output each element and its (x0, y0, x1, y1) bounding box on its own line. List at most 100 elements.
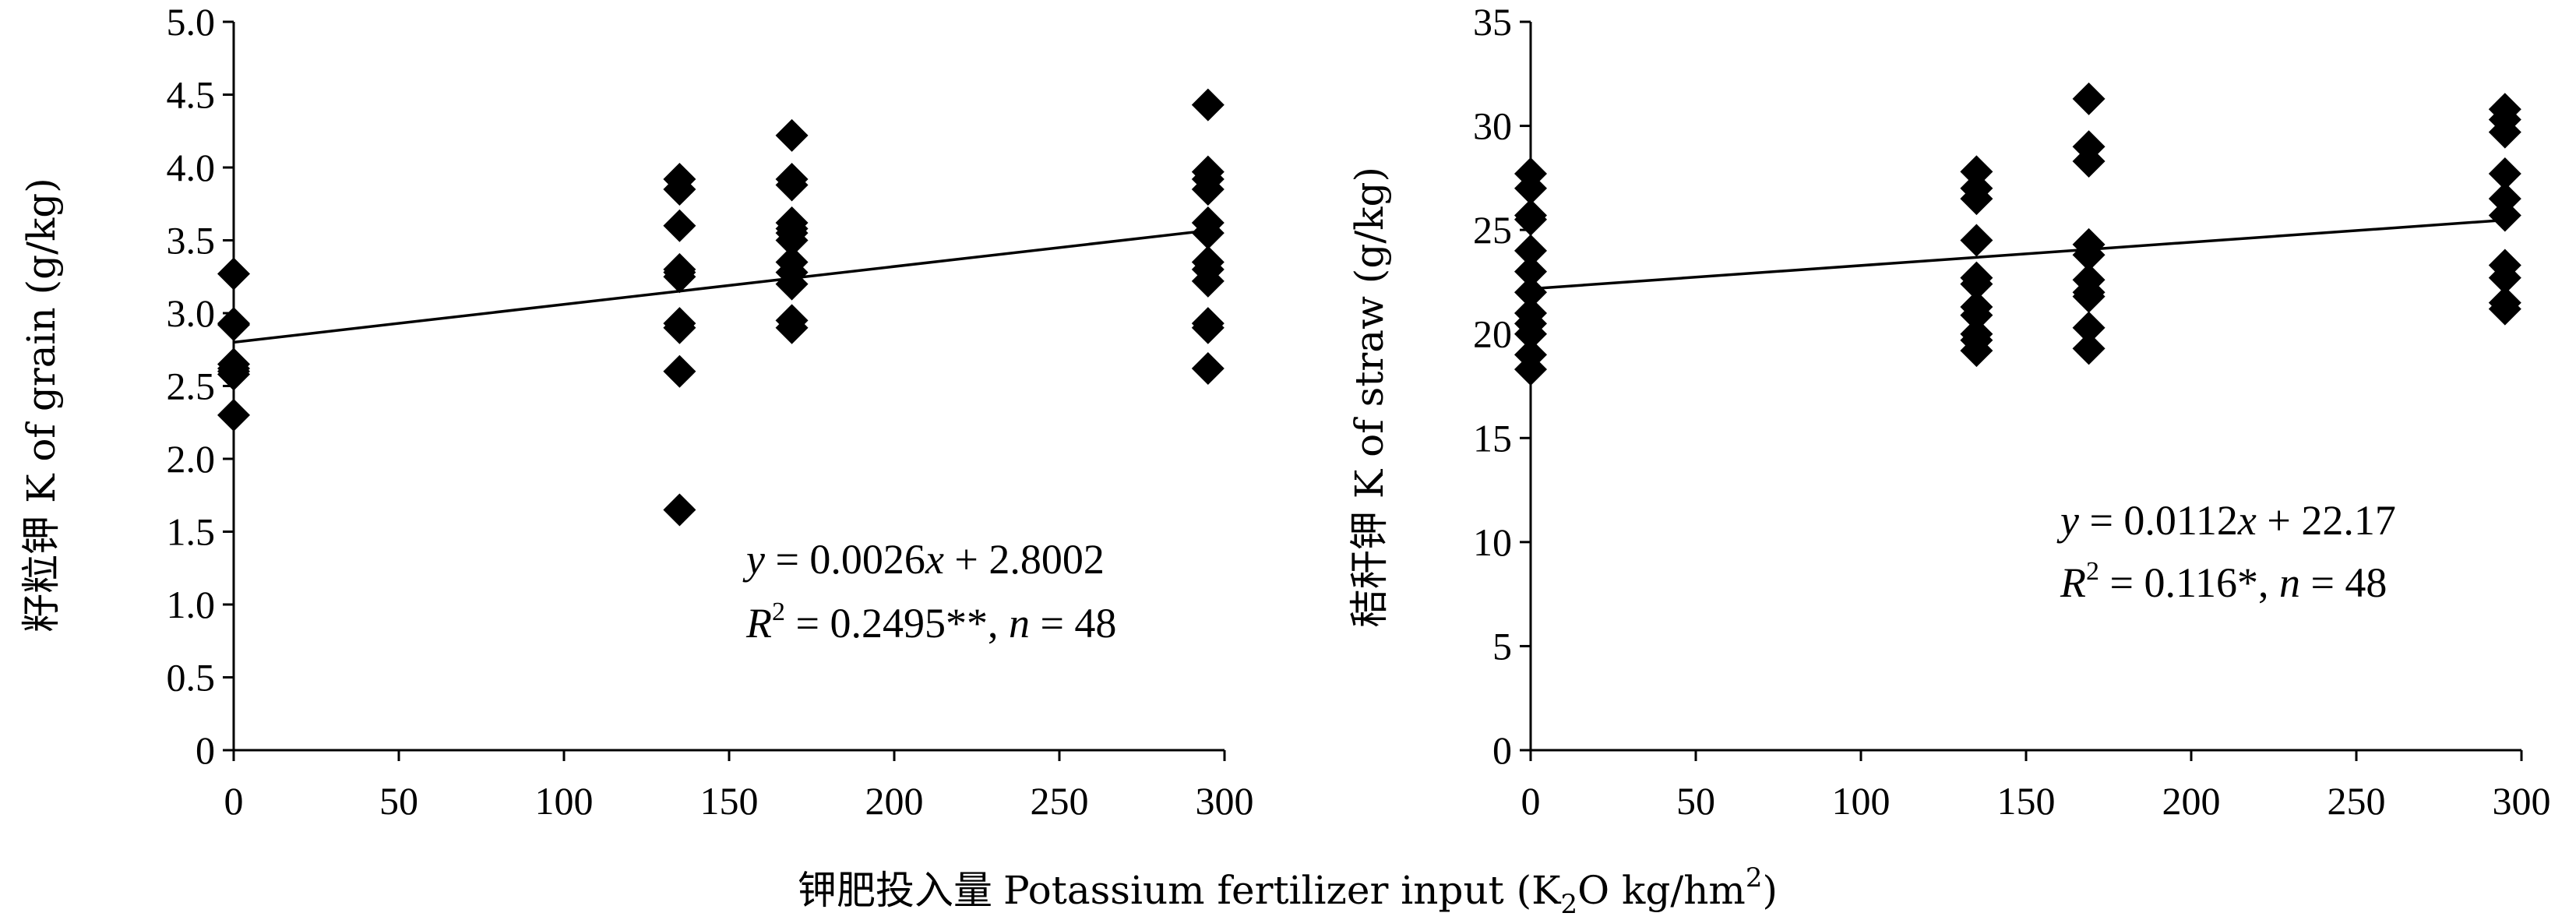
grain-trendline (233, 229, 1208, 344)
straw-data-point (2488, 292, 2521, 326)
straw-x-tick-label: 0 (1521, 779, 1541, 823)
straw-stats-r: R (2060, 559, 2086, 606)
straw-x-tick-label: 100 (1832, 779, 1891, 823)
grain-data-point (775, 212, 809, 245)
grain-stats-r: R (745, 600, 772, 647)
grain-stats-value: = 0.2495**, (785, 600, 1009, 647)
straw-eq-slope: = 0.0112 (2079, 497, 2238, 544)
grain-x-tick-label: 250 (1031, 779, 1089, 823)
straw-data-point (2072, 311, 2106, 344)
grain-data-point (663, 209, 696, 242)
grain-data-point (217, 308, 250, 341)
grain-data-point (663, 256, 696, 289)
straw-stats: R2 = 0.116*, n = 48 (2060, 557, 2387, 606)
grain-y-tick-label: 3.5 (167, 219, 216, 263)
straw-data-point (1960, 155, 1993, 189)
straw-data-point (2072, 144, 2106, 178)
straw-data-point (1960, 298, 1993, 332)
grain-trendline-group (233, 229, 1208, 344)
straw-y-tick-label: 5 (1492, 624, 1512, 668)
grain-x-tick-label: 150 (700, 779, 759, 823)
straw-data-point (1960, 182, 1993, 216)
straw-data-point (1514, 171, 1547, 205)
x-title-mid: O kg/hm (1577, 868, 1746, 913)
grain-stats: R2 = 0.2495**, n = 48 (745, 597, 1116, 647)
straw-data-point (2072, 280, 2106, 313)
grain-data-point (217, 352, 250, 386)
grain-x-tick-label: 0 (224, 779, 244, 823)
straw-data-point (2488, 157, 2521, 191)
straw-y-tick-label: 30 (1473, 104, 1512, 148)
grain-data-point (663, 173, 696, 206)
grain-y-tick-label: 1.0 (167, 583, 216, 626)
straw-x-tick-label: 50 (1676, 779, 1715, 823)
straw-y-tick-label: 35 (1473, 0, 1512, 44)
straw-trendline-group (1530, 218, 2505, 291)
shared-x-axis-title: 钾肥投入量 Potassium fertilizer input (K2O kg/… (798, 862, 1778, 920)
grain-stats-sup: 2 (772, 597, 785, 626)
straw-y-tick-label: 25 (1473, 208, 1512, 252)
grain-y-tick-label: 0.5 (167, 656, 216, 700)
straw-y-tick-label: 20 (1473, 312, 1512, 356)
straw-data-point (2488, 261, 2521, 294)
grain-data-point (1191, 217, 1225, 250)
straw-data-point (1514, 255, 1547, 288)
grain-data-point (217, 398, 250, 432)
grain-eq-x: x (925, 536, 944, 583)
straw-data-point (1514, 317, 1547, 351)
x-title-sup: 2 (1746, 862, 1763, 894)
straw-y-tick-label: 0 (1492, 728, 1512, 772)
straw-data-point (2488, 115, 2521, 149)
straw-y-axis-title: 秸秆钾 K of straw (g/kg) (1347, 167, 1392, 628)
grain-y-tick-label: 3.0 (167, 291, 216, 335)
grain-y-tick-label: 4.0 (167, 146, 216, 189)
straw-data-point (2072, 238, 2106, 272)
grain-y-tick-label: 0 (196, 728, 215, 772)
grain-x-tick-label: 300 (1196, 779, 1254, 823)
straw-x-tick-label: 150 (1997, 779, 2056, 823)
grain-stats-count: = 48 (1030, 600, 1116, 647)
grain-data-point (1191, 264, 1225, 298)
grain-eq-slope: = 0.0026 (765, 536, 925, 583)
straw-stats-sup: 2 (2086, 557, 2099, 586)
straw-data-point (1514, 234, 1547, 267)
grain-eq-intercept: + 2.8002 (944, 536, 1105, 583)
grain-potassium-chart: 0 0.5 1.0 1.5 2.0 2.5 3.0 3.5 4.0 4.5 5.0 0 50 100 150… (19, 0, 1254, 823)
straw-data-point (2072, 82, 2106, 115)
grain-x-tick-label: 50 (379, 779, 418, 823)
x-title-en: Potassium fertilizer input (K (1003, 868, 1562, 913)
straw-points (1514, 82, 2521, 386)
grain-data-point (1191, 88, 1225, 122)
grain-data-point (1191, 352, 1225, 386)
x-title-sub: 2 (1561, 889, 1578, 920)
straw-data-point (1960, 334, 1993, 368)
grain-y-tick-label: 2.0 (167, 437, 216, 481)
grain-y-tick-label: 5.0 (167, 0, 216, 44)
straw-eq-x: x (2237, 497, 2257, 544)
grain-ticks: 0 0.5 1.0 1.5 2.0 2.5 3.0 3.5 4.0 4.5 5.0 0 50 100 150… (167, 0, 1254, 823)
grain-x-tick-label: 100 (535, 779, 594, 823)
grain-data-point (217, 257, 250, 291)
grain-x-tick-label: 200 (865, 779, 924, 823)
grain-data-point (663, 354, 696, 388)
grain-data-point (775, 311, 809, 344)
straw-eq-intercept: + 22.17 (2257, 497, 2396, 544)
grain-data-point (1191, 311, 1225, 344)
grain-data-point (1191, 173, 1225, 206)
straw-stats-n: n (2279, 559, 2300, 606)
straw-y-tick-label: 15 (1473, 416, 1512, 460)
straw-data-point (1514, 276, 1547, 309)
straw-stats-count: = 48 (2300, 559, 2387, 606)
straw-x-tick-label: 250 (2328, 779, 2386, 823)
x-title-cn: 钾肥投入量 (798, 868, 992, 913)
grain-eq-y: y (742, 536, 765, 583)
straw-ticks: 0 5 10 15 20 25 30 35 0 50 100 150 200 250 300 (1473, 0, 2551, 823)
straw-data-point (1960, 267, 1993, 301)
straw-x-tick-label: 200 (2162, 779, 2221, 823)
straw-potassium-chart: 0 5 10 15 20 25 30 35 0 50 100 150 200 250 300 秸秆钾 K o… (1347, 0, 2551, 823)
straw-data-point (2488, 199, 2521, 232)
grain-equation: y = 0.0026x + 2.8002 (742, 536, 1105, 583)
grain-y-tick-label: 4.5 (167, 73, 216, 117)
grain-data-point (663, 311, 696, 344)
straw-stats-value: = 0.116*, (2099, 559, 2279, 606)
